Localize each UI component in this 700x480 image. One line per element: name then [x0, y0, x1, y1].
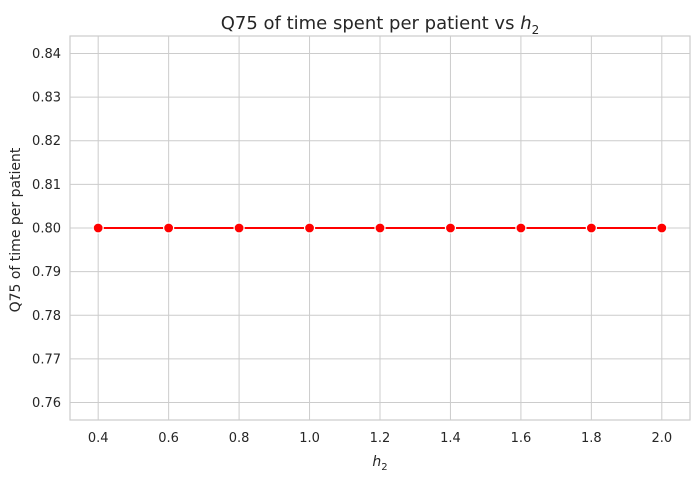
chart-title-prefix: Q75 of time spent per patient vs [221, 13, 520, 34]
y-tick-label: 0.80 [32, 222, 61, 237]
y-tick-label: 0.77 [32, 352, 61, 367]
data-point [444, 222, 457, 234]
data-point [656, 222, 668, 234]
chart-title-var: h [520, 13, 531, 34]
chart-title-sub: 2 [532, 23, 540, 37]
chart-title: Q75 of time spent per patient vs h2 [221, 13, 540, 37]
x-axis-label-sub: 2 [381, 462, 387, 473]
data-point [585, 222, 597, 234]
y-tick-label: 0.76 [32, 396, 61, 411]
x-tick-label: 1.8 [581, 431, 602, 446]
y-tick-label: 0.79 [32, 265, 61, 280]
y-axis-label: Q75 of time per patient [8, 147, 24, 312]
y-tick-label: 0.84 [32, 47, 61, 62]
y-tick-label: 0.81 [32, 178, 61, 193]
x-tick-label: 1.0 [299, 431, 320, 446]
data-point [303, 222, 316, 234]
x-tick-label: 2.0 [651, 431, 672, 446]
series-layer [92, 222, 668, 234]
data-point [515, 222, 527, 234]
x-tick-label: 1.2 [370, 431, 391, 446]
y-tick-label: 0.78 [32, 309, 61, 324]
tick-labels: 0.4 0.6 0.8 1.0 1.2 1.4 1.6 1.8 2.0 0.76 0.77 0.78 0… [32, 47, 672, 446]
x-tick-label: 1.6 [511, 431, 532, 446]
data-point [92, 222, 104, 234]
y-tick-label: 0.82 [32, 134, 61, 149]
data-point [374, 222, 386, 234]
x-tick-label: 0.8 [229, 431, 250, 446]
plot-frame [69, 35, 691, 421]
x-axis-label-var: h [372, 454, 381, 470]
x-tick-label: 1.4 [440, 431, 461, 446]
data-point [163, 222, 175, 234]
data-point [233, 222, 245, 234]
x-axis-label: h2 [372, 454, 387, 473]
y-tick-label: 0.83 [32, 91, 61, 106]
x-tick-label: 0.6 [158, 431, 179, 446]
x-tick-label: 0.4 [88, 431, 109, 446]
